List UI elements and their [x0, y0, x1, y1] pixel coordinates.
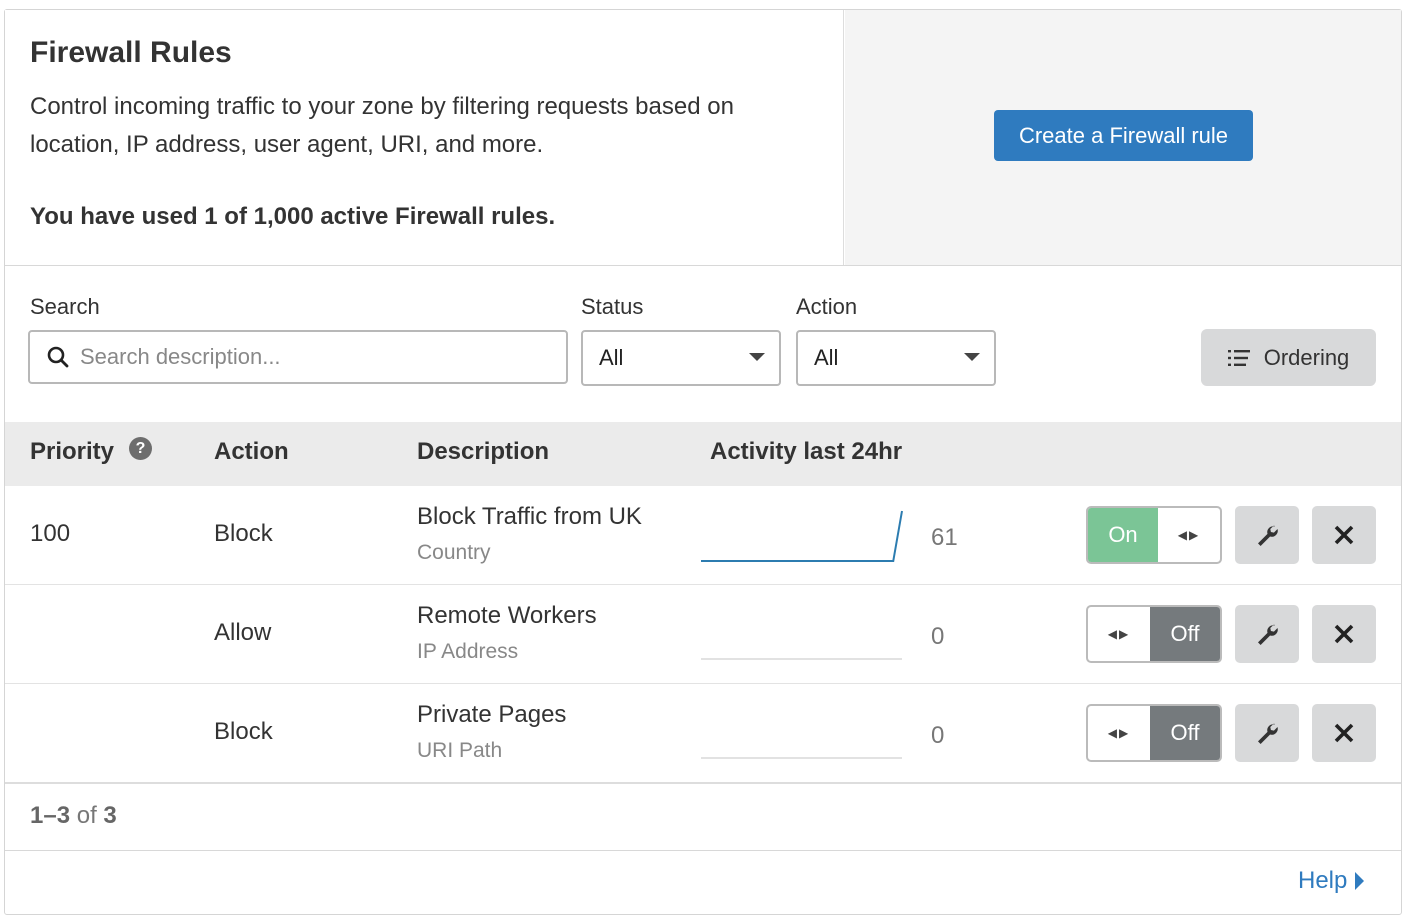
page-description: Control incoming traffic to your zone by… [30, 93, 734, 158]
firewall-card [4, 9, 1402, 915]
rule-enabled-toggle[interactable]: ◀▶ Off [1086, 704, 1222, 762]
delete-rule-button[interactable] [1312, 704, 1376, 762]
column-priority[interactable]: Priority [30, 438, 115, 465]
activity-sparkline [701, 510, 903, 562]
ordering-label: Ordering [1263, 344, 1350, 370]
delete-rule-button[interactable] [1312, 506, 1376, 564]
column-description[interactable]: Description [417, 438, 550, 465]
status-label: Status [581, 294, 644, 319]
divider [5, 265, 1401, 266]
toggle-handle-icon: ◀▶ [1177, 528, 1201, 542]
rule-enabled-toggle[interactable]: On ◀▶ [1086, 506, 1222, 564]
rule-enabled-toggle[interactable]: ◀▶ Off [1086, 605, 1222, 663]
action-label: Action [796, 294, 858, 319]
wrench-icon [1258, 723, 1278, 744]
divider [5, 850, 1401, 851]
search-placeholder: Search description... [80, 344, 281, 369]
help-link[interactable]: Help [1298, 867, 1365, 895]
ordering-button[interactable]: Ordering [1201, 329, 1376, 386]
pagination-summary: 1–3 of 3 [30, 802, 117, 830]
activity-sparkline [701, 658, 902, 660]
status-value: All [599, 345, 624, 370]
help-icon[interactable]: ? [129, 437, 152, 460]
rule-action: Block [214, 520, 273, 547]
rule-priority: 100 [30, 520, 71, 547]
close-icon [1334, 525, 1354, 545]
wrench-icon [1258, 624, 1278, 645]
rule-description[interactable]: Private Pages [417, 701, 567, 728]
row-divider [5, 683, 1401, 684]
wrench-icon [1258, 525, 1278, 546]
activity-sparkline [701, 757, 902, 759]
pagination-range: 1–3 [30, 802, 71, 829]
toggle-state: On [1088, 508, 1158, 562]
edit-rule-button[interactable] [1235, 605, 1299, 663]
edit-rule-button[interactable] [1235, 704, 1299, 762]
sparkline-line [701, 510, 903, 562]
create-rule-button[interactable]: Create a Firewall rule [994, 110, 1253, 161]
action-select[interactable]: All [796, 330, 996, 386]
help-label: Help [1298, 867, 1348, 894]
activity-count: 0 [931, 623, 945, 650]
search-icon [47, 346, 69, 368]
edit-rule-button[interactable] [1235, 506, 1299, 564]
delete-rule-button[interactable] [1312, 605, 1376, 663]
intro-panel [5, 10, 844, 265]
action-value: All [814, 345, 839, 370]
caret-right-icon [1355, 872, 1365, 890]
pagination-of: of [76, 802, 97, 829]
rule-type: IP Address [417, 640, 519, 663]
rule-type: URI Path [417, 739, 503, 762]
rule-action: Allow [214, 619, 272, 646]
search-input[interactable]: Search description... [28, 330, 568, 384]
toggle-state: Off [1150, 607, 1220, 661]
chevron-down-icon [749, 353, 765, 361]
toggle-handle-icon: ◀▶ [1107, 627, 1131, 641]
page-title: Firewall Rules [30, 36, 232, 69]
divider [5, 782, 1401, 784]
status-select[interactable]: All [581, 330, 781, 386]
table-header [5, 422, 1401, 486]
chevron-down-icon [964, 353, 980, 361]
rule-type: Country [417, 541, 491, 564]
pagination-total: 3 [103, 802, 117, 829]
search-label: Search [30, 294, 100, 319]
close-icon [1334, 723, 1354, 743]
usage-text: You have used 1 of 1,000 active Firewall… [30, 203, 556, 230]
rule-action: Block [214, 718, 273, 745]
column-activity: Activity last 24hr [710, 438, 903, 465]
list-icon [1227, 349, 1250, 366]
toggle-state: Off [1150, 706, 1220, 760]
column-action[interactable]: Action [214, 438, 289, 465]
toggle-handle-icon: ◀▶ [1107, 726, 1131, 740]
close-icon [1334, 624, 1354, 644]
row-divider [5, 584, 1401, 585]
rule-description[interactable]: Block Traffic from UK [417, 503, 642, 530]
rule-description[interactable]: Remote Workers [417, 602, 597, 629]
activity-count: 61 [931, 524, 958, 551]
activity-count: 0 [931, 722, 945, 749]
